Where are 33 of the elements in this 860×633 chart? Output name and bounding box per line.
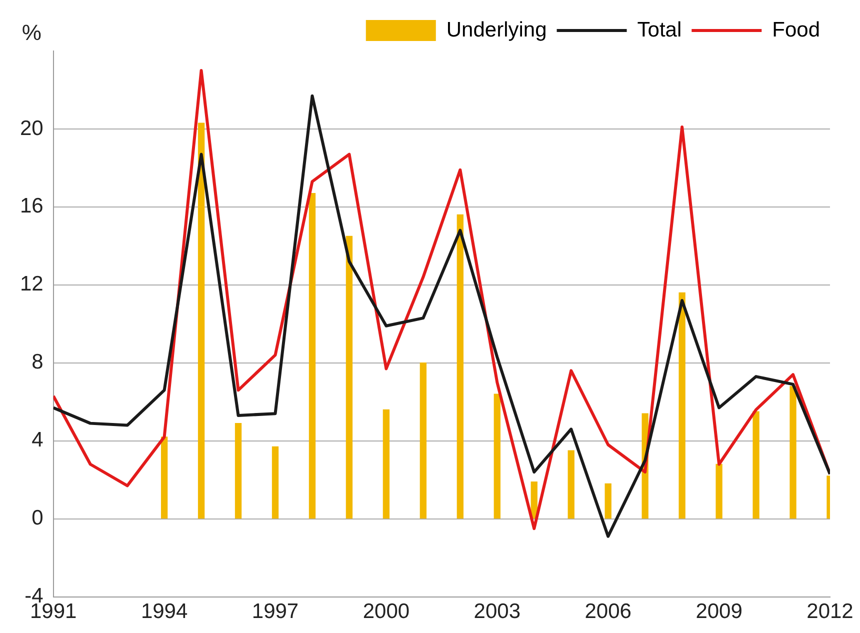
- x-tick-label: 2000: [362, 600, 410, 624]
- bar: [604, 483, 612, 519]
- y-tick-label: 4: [32, 428, 44, 452]
- y-tick-label: 20: [20, 116, 44, 140]
- x-tick-label: 1997: [252, 600, 299, 624]
- bar: [752, 411, 760, 519]
- x-tick-label: 2012: [806, 600, 854, 624]
- y-tick-label: 12: [20, 272, 44, 296]
- bar: [346, 236, 353, 519]
- bar: [678, 292, 686, 519]
- bar: [198, 122, 205, 519]
- legend-label: Total: [637, 18, 682, 42]
- y-tick-label: 0: [32, 506, 44, 530]
- bar: [456, 214, 464, 519]
- bar: [272, 446, 279, 519]
- bar: [420, 362, 427, 519]
- x-tick-label: 2003: [474, 600, 521, 624]
- bar: [234, 422, 242, 519]
- y-tick-label: 8: [32, 350, 44, 374]
- x-tick-label: 2006: [584, 600, 632, 624]
- bar: [160, 436, 168, 519]
- x-tick-label: 1994: [140, 600, 188, 624]
- bar: [308, 192, 316, 519]
- y-axis-title: %: [22, 20, 42, 46]
- legend-label: Underlying: [446, 18, 547, 42]
- bar: [494, 394, 500, 519]
- legend-label: Food: [772, 18, 820, 42]
- y-tick-label: 16: [20, 194, 44, 218]
- bar: [790, 386, 796, 519]
- x-tick-label: 2009: [696, 600, 742, 624]
- bar: [382, 409, 390, 519]
- bar: [716, 464, 722, 519]
- bar: [568, 450, 574, 519]
